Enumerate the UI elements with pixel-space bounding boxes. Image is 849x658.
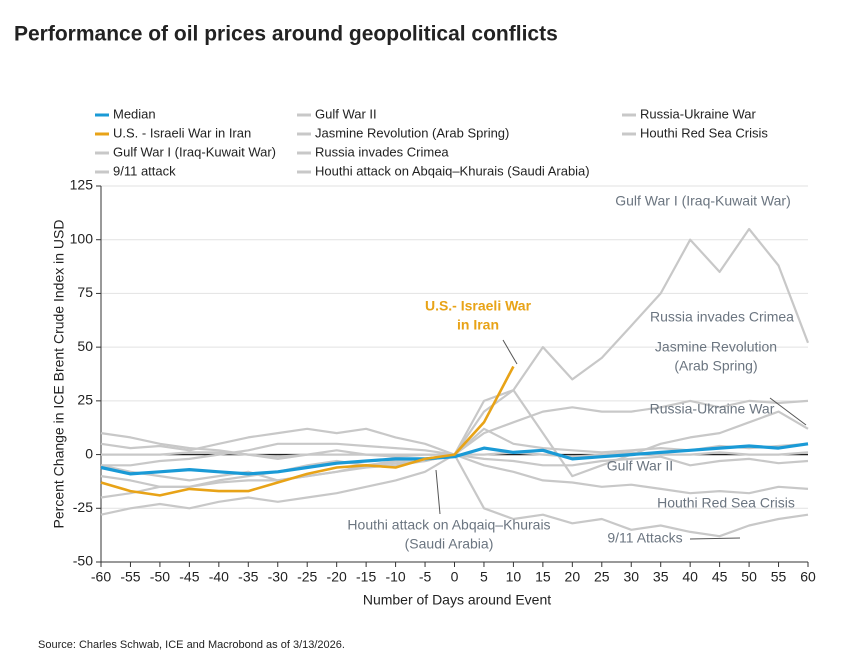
source-note: Source: Charles Schwab, ICE and Macrobon… bbox=[38, 639, 345, 651]
y-tick-label: 75 bbox=[77, 284, 93, 300]
annotation-leader bbox=[502, 339, 518, 365]
legend-label: Houthi Red Sea Crisis bbox=[640, 125, 768, 140]
x-tick-label: -10 bbox=[385, 569, 405, 585]
x-tick-label: -45 bbox=[179, 569, 199, 585]
x-tick-label: 35 bbox=[653, 569, 669, 585]
x-tick-label: -20 bbox=[327, 569, 347, 585]
series-line bbox=[100, 453, 809, 495]
y-tick-label: 50 bbox=[77, 338, 93, 354]
annotation: in Iran bbox=[457, 317, 499, 333]
y-axis-label: Percent Change in ICE Brent Crude Index … bbox=[51, 220, 67, 529]
legend-label: Median bbox=[113, 106, 156, 121]
annotation: Gulf War I (Iraq-Kuwait War) bbox=[615, 193, 791, 209]
legend-label: Gulf War I (Iraq-Kuwait War) bbox=[113, 144, 276, 159]
x-tick-label: -25 bbox=[297, 569, 317, 585]
y-tick-label: -25 bbox=[73, 499, 93, 515]
y-tick-label: -50 bbox=[73, 553, 93, 569]
y-tick-label: 0 bbox=[85, 445, 93, 461]
y-tick-label: 100 bbox=[70, 230, 94, 246]
annotation: Russia invades Crimea bbox=[650, 309, 794, 325]
x-tick-label: -50 bbox=[150, 569, 170, 585]
x-tick-label: 50 bbox=[741, 569, 757, 585]
x-tick-label: 25 bbox=[594, 569, 610, 585]
x-tick-label: 10 bbox=[506, 569, 522, 585]
annotation: Houthi attack on Abqaiq–Khurais bbox=[347, 517, 550, 533]
annotation-leader bbox=[769, 397, 807, 426]
legend-label: Houthi attack on Abqaiq–Khurais (Saudi A… bbox=[315, 163, 590, 178]
x-tick-label: -5 bbox=[419, 569, 432, 585]
x-tick-label: 40 bbox=[682, 569, 698, 585]
x-tick-label: 15 bbox=[535, 569, 551, 585]
legend-label: Russia invades Crimea bbox=[315, 144, 449, 159]
annotation: Houthi Red Sea Crisis bbox=[657, 495, 795, 511]
x-tick-label: 5 bbox=[480, 569, 488, 585]
series-line bbox=[100, 365, 515, 497]
annotation: Jasmine Revolution bbox=[655, 339, 777, 355]
annotation: 9/11 Attacks bbox=[607, 530, 682, 546]
x-tick-label: 45 bbox=[712, 569, 728, 585]
x-axis-label: Number of Days around Event bbox=[363, 592, 551, 608]
legend-label: U.S. - Israeli War in Iran bbox=[113, 125, 251, 140]
legend-label: Gulf War II bbox=[315, 106, 377, 121]
annotation-leader bbox=[435, 469, 441, 515]
x-tick-label: 20 bbox=[565, 569, 581, 585]
annotation: (Arab Spring) bbox=[674, 358, 757, 374]
annotation: Russia-Ukraine War bbox=[650, 401, 775, 417]
x-tick-label: 60 bbox=[800, 569, 816, 585]
legend-label: Jasmine Revolution (Arab Spring) bbox=[315, 125, 509, 140]
annotation-leader bbox=[689, 537, 741, 540]
x-tick-label: -40 bbox=[209, 569, 229, 585]
legend-label: Russia-Ukraine War bbox=[640, 106, 756, 121]
annotation: U.S.- Israeli War bbox=[425, 298, 532, 314]
x-tick-label: 55 bbox=[771, 569, 787, 585]
x-tick-label: 30 bbox=[623, 569, 639, 585]
x-tick-label: -60 bbox=[91, 569, 111, 585]
x-tick-label: -55 bbox=[120, 569, 140, 585]
x-tick-label: 0 bbox=[451, 569, 459, 585]
x-tick-label: -35 bbox=[238, 569, 258, 585]
chart-title: Performance of oil prices around geopoli… bbox=[14, 23, 558, 46]
series-line bbox=[100, 442, 809, 476]
annotation: (Saudi Arabia) bbox=[405, 536, 494, 552]
annotation: Gulf War II bbox=[607, 458, 673, 474]
x-tick-label: -15 bbox=[356, 569, 376, 585]
x-tick-label: -30 bbox=[268, 569, 288, 585]
y-tick-label: 125 bbox=[70, 177, 94, 193]
y-tick-label: 25 bbox=[77, 392, 93, 408]
legend-label: 9/11 attack bbox=[113, 163, 176, 178]
series-line bbox=[100, 453, 809, 482]
